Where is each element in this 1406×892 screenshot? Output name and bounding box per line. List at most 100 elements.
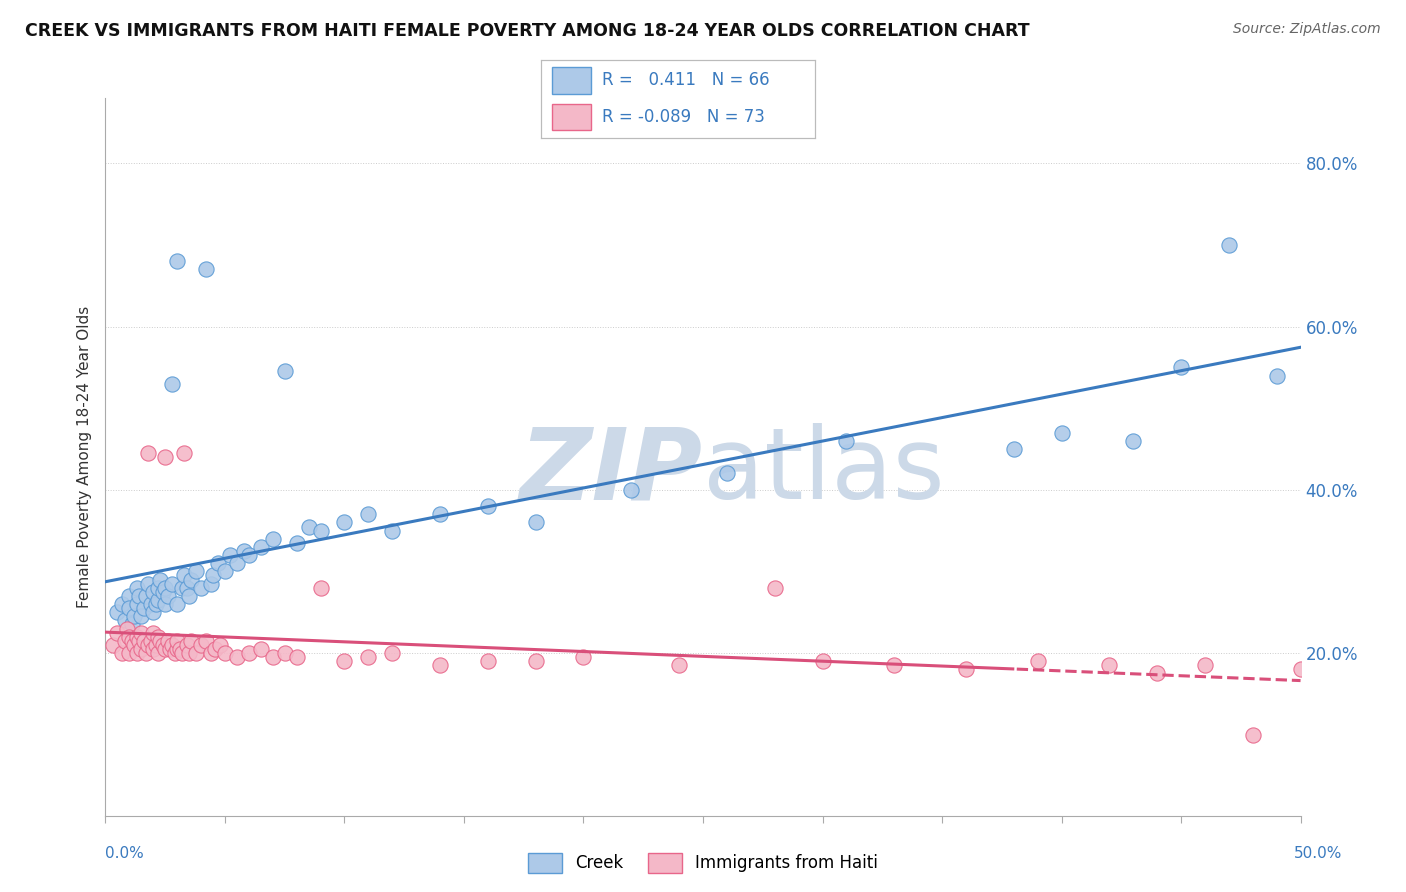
Point: [955, 662, 977, 676]
Point: [135, 646, 157, 660]
Point: [763, 581, 786, 595]
Bar: [553, 103, 591, 130]
Point: [333, 516, 356, 530]
Point: [153, 450, 177, 464]
Point: [166, 597, 188, 611]
Text: Source: ZipAtlas.com: Source: ZipAtlas.com: [1233, 22, 1381, 37]
Point: [668, 658, 690, 673]
Point: [139, 633, 162, 648]
Point: [250, 540, 273, 554]
Point: [107, 605, 129, 619]
Y-axis label: Female Poverty Among 18-24 Year Olds: Female Poverty Among 18-24 Year Olds: [76, 306, 91, 608]
Point: [166, 633, 188, 648]
Point: [218, 548, 240, 562]
Point: [190, 638, 212, 652]
Point: [207, 556, 229, 570]
Point: [146, 581, 169, 595]
Point: [298, 519, 321, 533]
Point: [101, 638, 124, 652]
Point: [357, 508, 380, 522]
Point: [477, 499, 499, 513]
Point: [121, 633, 143, 648]
Point: [357, 650, 380, 665]
Point: [177, 646, 201, 660]
Text: R =   0.411   N = 66: R = 0.411 N = 66: [602, 71, 769, 89]
Point: [194, 262, 217, 277]
Point: [238, 646, 260, 660]
Point: [138, 638, 160, 652]
Point: [156, 589, 179, 603]
Point: [139, 597, 162, 611]
Point: [273, 646, 295, 660]
Point: [309, 524, 332, 538]
Point: [128, 589, 150, 603]
Point: [138, 446, 160, 460]
Point: [214, 565, 236, 579]
Point: [180, 633, 202, 648]
Point: [142, 625, 165, 640]
Point: [202, 568, 225, 582]
Point: [122, 609, 145, 624]
Point: [135, 589, 157, 603]
Point: [1122, 434, 1144, 448]
Point: [114, 633, 136, 648]
Point: [146, 630, 169, 644]
Bar: [553, 67, 591, 94]
Point: [186, 565, 208, 579]
Point: [125, 597, 148, 611]
Point: [163, 646, 186, 660]
Point: [149, 633, 172, 648]
Point: [118, 601, 141, 615]
Point: [170, 646, 193, 660]
Point: [152, 584, 174, 599]
Point: [173, 568, 195, 582]
Point: [162, 638, 184, 652]
Point: [166, 254, 188, 268]
Point: [156, 633, 179, 648]
Point: [122, 638, 145, 652]
Point: [162, 576, 184, 591]
Point: [214, 646, 236, 660]
Point: [153, 581, 177, 595]
Point: [149, 573, 172, 587]
Point: [309, 581, 332, 595]
Point: [835, 434, 858, 448]
Point: [1289, 662, 1312, 676]
Point: [1050, 425, 1073, 440]
Point: [1170, 360, 1192, 375]
Point: [142, 584, 165, 599]
Point: [169, 641, 191, 656]
Point: [285, 650, 308, 665]
Point: [177, 589, 201, 603]
Point: [429, 508, 451, 522]
Point: [153, 641, 177, 656]
Point: [477, 654, 499, 668]
Point: [1002, 442, 1025, 456]
Point: [107, 625, 129, 640]
Point: [145, 597, 167, 611]
Point: [125, 630, 148, 644]
Point: [173, 446, 195, 460]
Point: [1218, 238, 1240, 252]
Point: [142, 641, 165, 656]
Point: [132, 601, 155, 615]
Point: [128, 633, 150, 648]
Point: [1194, 658, 1216, 673]
Point: [620, 483, 643, 497]
Point: [225, 650, 249, 665]
Point: [129, 641, 153, 656]
Point: [811, 654, 834, 668]
Point: [1098, 658, 1121, 673]
Point: [381, 646, 404, 660]
Point: [180, 573, 202, 587]
Point: [152, 638, 174, 652]
Point: [145, 638, 167, 652]
Text: CREEK VS IMMIGRANTS FROM HAITI FEMALE POVERTY AMONG 18-24 YEAR OLDS CORRELATION : CREEK VS IMMIGRANTS FROM HAITI FEMALE PO…: [25, 22, 1031, 40]
Point: [200, 646, 222, 660]
Point: [153, 597, 177, 611]
Point: [429, 658, 451, 673]
Point: [125, 646, 148, 660]
Point: [129, 625, 153, 640]
Point: [125, 581, 148, 595]
Point: [273, 364, 295, 378]
